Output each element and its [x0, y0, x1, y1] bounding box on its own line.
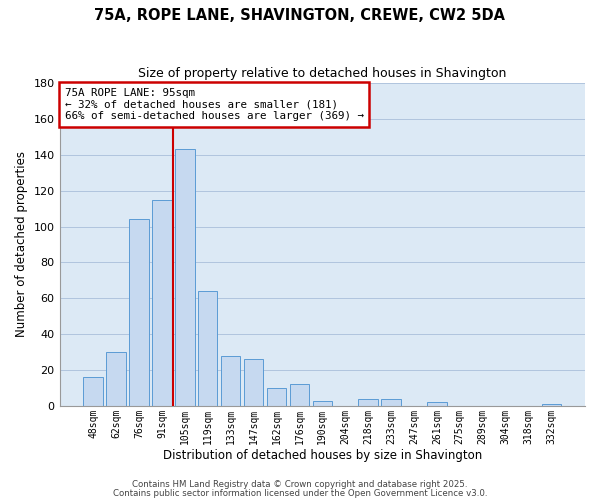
X-axis label: Distribution of detached houses by size in Shavington: Distribution of detached houses by size … [163, 450, 482, 462]
Bar [358, 398, 378, 406]
Bar [198, 291, 217, 406]
Bar [129, 220, 149, 406]
Bar [427, 402, 446, 406]
Bar [267, 388, 286, 406]
Text: 75A, ROPE LANE, SHAVINGTON, CREWE, CW2 5DA: 75A, ROPE LANE, SHAVINGTON, CREWE, CW2 5… [95, 8, 505, 22]
Bar [106, 352, 126, 406]
Bar [381, 398, 401, 406]
Bar [313, 400, 332, 406]
Bar [152, 200, 172, 406]
Title: Size of property relative to detached houses in Shavington: Size of property relative to detached ho… [138, 68, 506, 80]
Text: 75A ROPE LANE: 95sqm
← 32% of detached houses are smaller (181)
66% of semi-deta: 75A ROPE LANE: 95sqm ← 32% of detached h… [65, 88, 364, 121]
Bar [83, 377, 103, 406]
Bar [290, 384, 309, 406]
Bar [221, 356, 241, 406]
Bar [542, 404, 561, 406]
Bar [175, 150, 194, 406]
Text: Contains public sector information licensed under the Open Government Licence v3: Contains public sector information licen… [113, 489, 487, 498]
Y-axis label: Number of detached properties: Number of detached properties [15, 152, 28, 338]
Bar [244, 360, 263, 406]
Text: Contains HM Land Registry data © Crown copyright and database right 2025.: Contains HM Land Registry data © Crown c… [132, 480, 468, 489]
